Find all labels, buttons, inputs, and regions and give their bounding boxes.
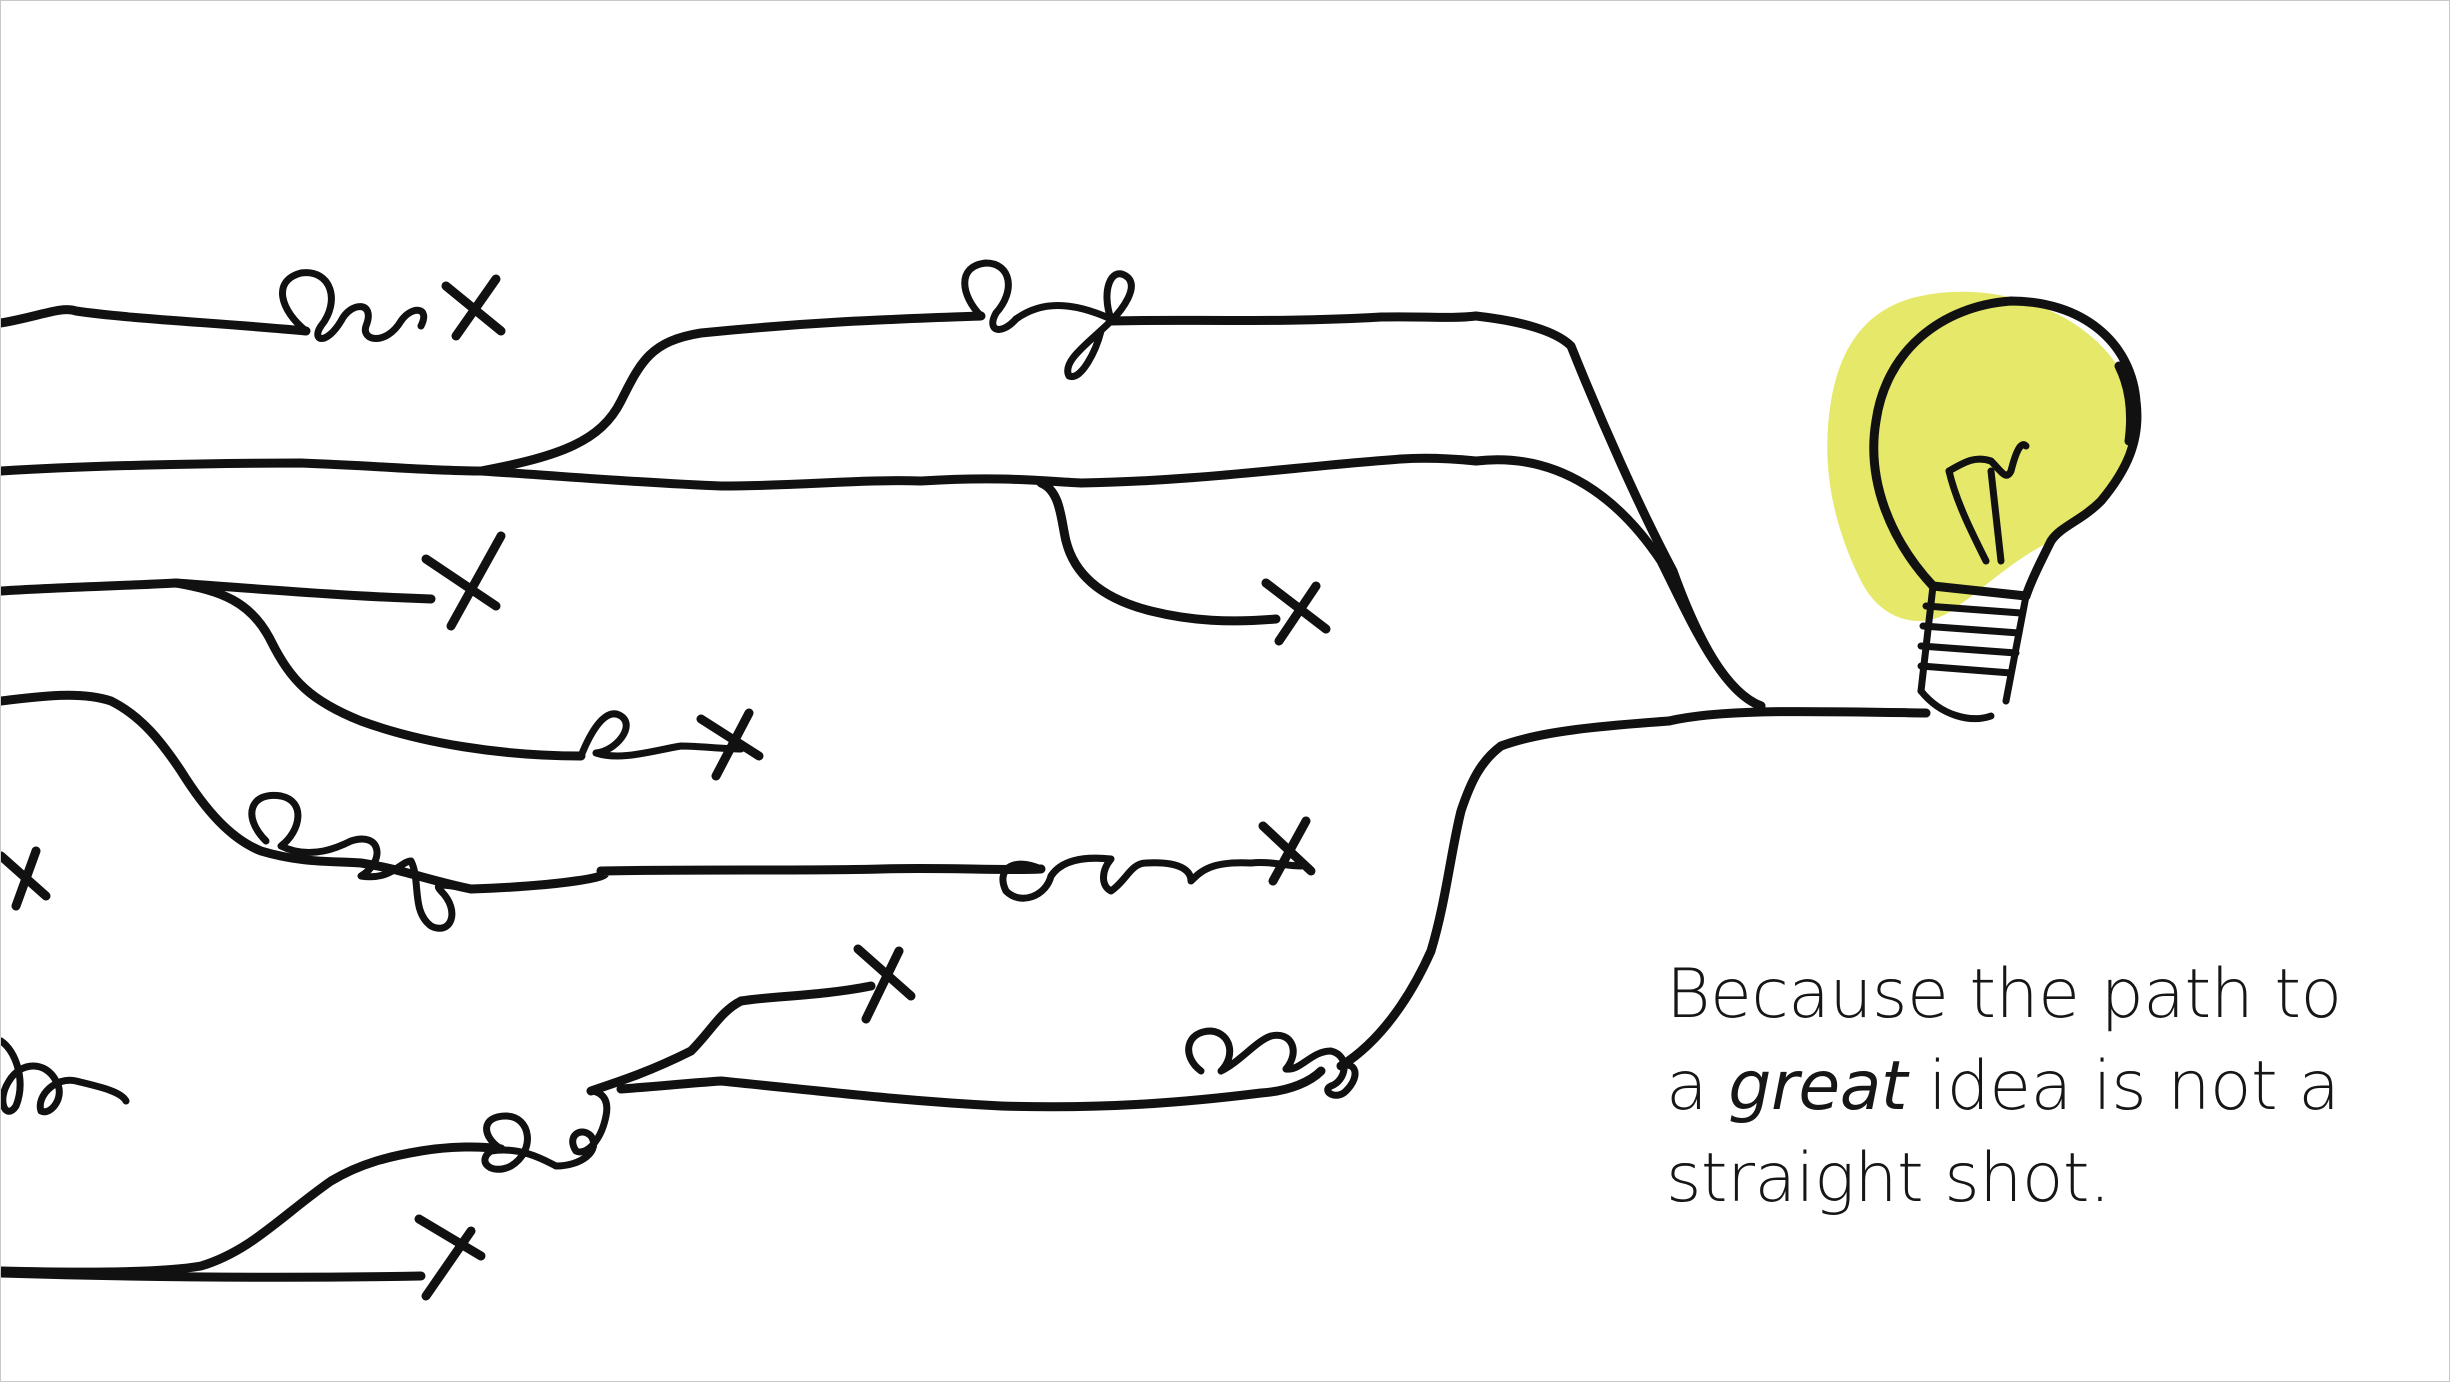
dead-end-x-icon — [1261, 578, 1331, 646]
loop-scribble-icon — [999, 854, 1305, 902]
loop-scribble-icon — [1185, 1027, 1359, 1099]
path-7-continued — [1336, 716, 1674, 1071]
loop-scribble-icon — [481, 1087, 611, 1173]
caption-line-3: straight shot. — [1666, 1139, 2111, 1218]
dead-end-x-icon — [414, 1214, 486, 1301]
dead-end-x-icon — [441, 274, 506, 341]
caption-emphasis: great — [1728, 1047, 1908, 1126]
path-7 — [616, 1066, 1326, 1112]
path-3 — [1, 453, 1481, 491]
caption-line-1: Because the path to — [1666, 955, 2342, 1034]
dead-end-x-icon — [696, 708, 764, 781]
path-second-to-bulb — [1471, 455, 1766, 711]
dead-end-x-icon — [421, 531, 506, 631]
path-6 — [1, 690, 476, 894]
path-10 — [1, 1268, 426, 1282]
loop-scribble-icon — [1, 1037, 130, 1116]
path-3-branch — [1036, 478, 1281, 626]
loop-scribble-icon — [279, 269, 427, 342]
path-6-continued — [466, 863, 1046, 894]
dead-end-x-icon — [1, 846, 51, 911]
path-1 — [1, 305, 311, 336]
path-to-bulb-main — [1664, 706, 1931, 726]
loop-scribble-icon — [961, 259, 1135, 380]
path-9 — [1, 1142, 506, 1277]
caption-line-2-start: a — [1666, 1047, 1729, 1126]
path-5 — [171, 578, 586, 761]
caption-line-2-end: idea is not a — [1907, 1047, 2340, 1126]
lightbulb-icon — [1869, 296, 2142, 722]
loop-scribble-icon — [577, 710, 745, 760]
path-8 — [586, 981, 876, 1096]
dead-end-x-icon — [1258, 816, 1316, 886]
caption-line-2: a great idea is not a — [1666, 1041, 2426, 1133]
dead-end-x-icon — [853, 944, 916, 1024]
caption: Because the path to a great idea is not … — [1666, 949, 2426, 1225]
loop-scribble-icon — [248, 791, 475, 932]
path-2-continued — [1106, 311, 1481, 326]
path-2 — [476, 311, 986, 476]
